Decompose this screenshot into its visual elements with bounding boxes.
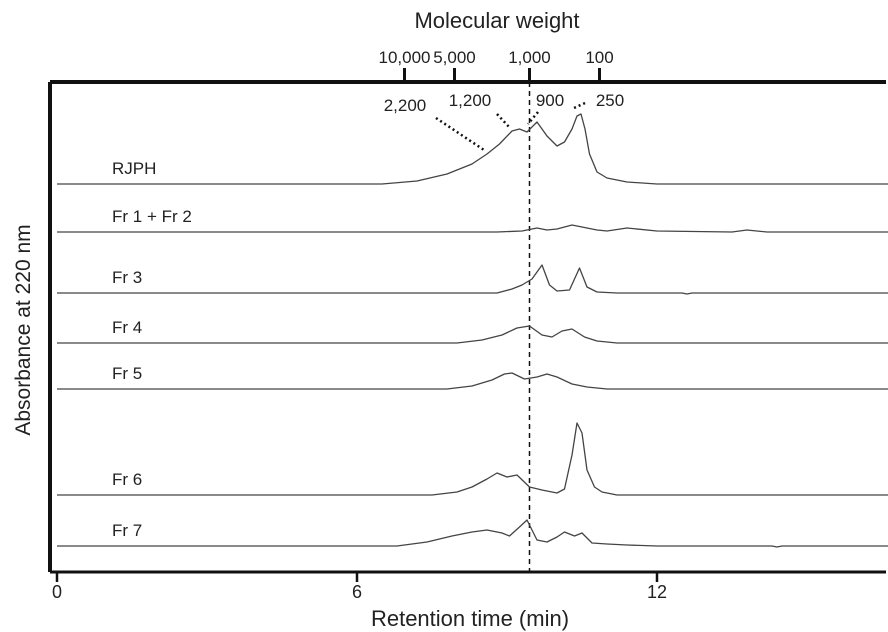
top-tick-label-2: 5,000	[433, 48, 476, 67]
series-line-5	[57, 372, 888, 390]
series-lines	[57, 113, 888, 548]
series-line-2	[57, 224, 888, 233]
series-label-5: Fr 5	[112, 364, 142, 383]
peak-label-1: 2,200	[384, 96, 427, 115]
peak-label-2: 1,200	[449, 91, 492, 110]
x-tick-label-2: 6	[352, 582, 362, 602]
x-axis-title: Retention time (min)	[371, 606, 569, 631]
peak-label-3: 900	[536, 91, 564, 110]
plot-frame	[48, 80, 886, 574]
y-axis-title: Absorbance at 220 nm	[12, 224, 35, 435]
top-axis: 10,000 5,000 1,000 100	[379, 48, 614, 82]
series-label-1: RJPH	[112, 159, 156, 178]
series-line-6	[57, 422, 888, 496]
peak-leader-2	[496, 113, 511, 129]
top-tick-label-1: 10,000	[379, 48, 431, 67]
series-line-3	[57, 264, 888, 295]
series-label-7: Fr 7	[112, 521, 142, 540]
series-label-3: Fr 3	[112, 268, 142, 287]
series-labels: RJPH Fr 1 + Fr 2 Fr 3 Fr 4 Fr 5 Fr 6 Fr 7	[112, 159, 192, 540]
top-axis-title: Molecular weight	[414, 8, 579, 33]
series-line-1	[57, 113, 888, 185]
series-line-4	[57, 325, 888, 344]
bottom-axis: 0 6 12	[52, 572, 667, 602]
top-tick-label-3: 1,000	[508, 48, 551, 67]
series-label-2: Fr 1 + Fr 2	[112, 207, 192, 226]
peak-leader-1	[435, 116, 485, 152]
series-line-7	[57, 519, 888, 548]
x-tick-label-1: 0	[52, 582, 62, 602]
x-tick-label-3: 12	[647, 582, 667, 602]
peak-leader-4	[573, 101, 586, 110]
top-tick-label-4: 100	[585, 48, 613, 67]
peak-labels: 2,200 1,200 900 250	[384, 91, 624, 152]
series-label-6: Fr 6	[112, 470, 142, 489]
peak-label-4: 250	[596, 91, 624, 110]
series-label-4: Fr 4	[112, 318, 142, 337]
